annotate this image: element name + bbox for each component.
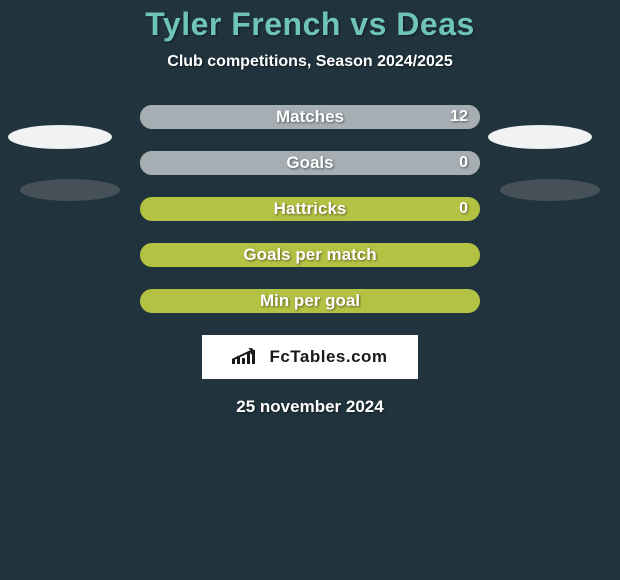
logo-box: FcTables.com <box>202 335 418 379</box>
player-avatar-placeholder <box>20 179 120 201</box>
player-avatar-placeholder <box>488 125 592 149</box>
stat-label: Goals <box>286 153 333 173</box>
player-avatar-placeholder <box>500 179 600 201</box>
infographic-container: Tyler French vs Deas Club competitions, … <box>0 0 620 580</box>
logo-text: FcTables.com <box>269 347 387 367</box>
stat-label: Matches <box>276 107 344 127</box>
stat-value-right: 0 <box>459 154 468 172</box>
stat-row: Goals 0 <box>0 151 620 175</box>
page-title: Tyler French vs Deas <box>145 6 475 43</box>
stat-label: Goals per match <box>243 245 376 265</box>
stat-label: Min per goal <box>260 291 360 311</box>
date-label: 25 november 2024 <box>236 397 383 417</box>
stat-row: Hattricks 0 <box>0 197 620 221</box>
stat-label: Hattricks <box>274 199 347 219</box>
stat-value-right: 0 <box>459 200 468 218</box>
stat-value-right: 12 <box>450 108 468 126</box>
stat-row: Min per goal <box>0 289 620 313</box>
bar-chart-icon <box>232 348 263 366</box>
subtitle: Club competitions, Season 2024/2025 <box>167 53 452 71</box>
player-avatar-placeholder <box>8 125 112 149</box>
stat-row: Goals per match <box>0 243 620 267</box>
